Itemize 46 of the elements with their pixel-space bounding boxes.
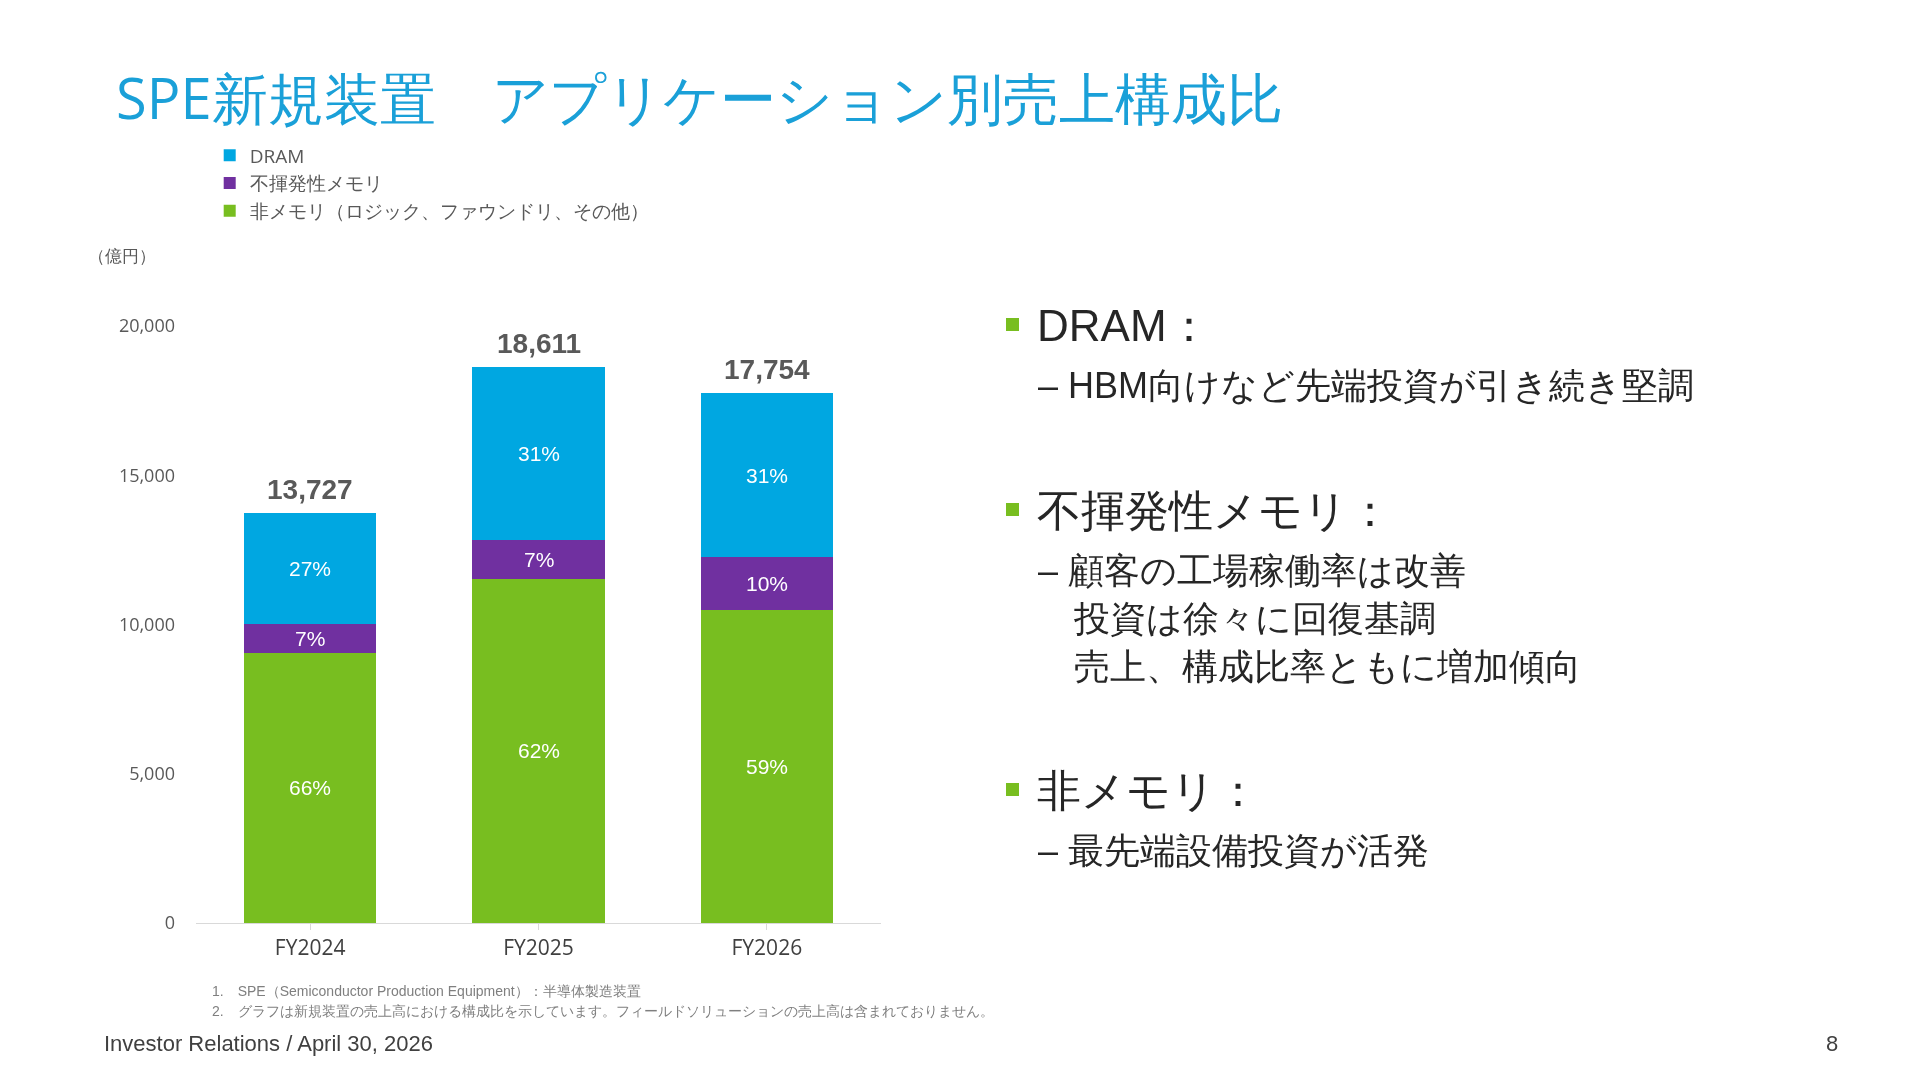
- annotation: 10%: [746, 572, 789, 595]
- text: 投資は徐々に回復基調: [1074, 597, 1436, 641]
- chart-title: SPE新規装置 アプリケーション別売上構成比: [116, 59, 1283, 136]
- bar: [472, 539, 605, 579]
- annotation: 27%: [289, 557, 332, 580]
- total-label: 17,754: [724, 354, 811, 385]
- annotation: 31%: [518, 442, 561, 465]
- text: – 最先端設備投資が活発: [1038, 829, 1430, 873]
- text: 1. SPE（Semiconductor Production Equipment）：半導体製造装置: [212, 983, 641, 999]
- annotation: 59%: [746, 755, 789, 778]
- y-tick-label: 20,000: [118, 313, 175, 338]
- text: – HBM向けなど先端投資が引き続き堅調: [1038, 364, 1695, 408]
- text: 8: [1826, 1030, 1839, 1058]
- total-label: 18,611: [497, 328, 582, 359]
- y-tick-label: 10,000: [118, 611, 175, 636]
- annotation: 7%: [295, 627, 326, 650]
- y-axis-title: （億円）: [88, 244, 156, 267]
- bar: [700, 610, 834, 923]
- text: 2. グラフは新規装置の売上高における構成比を示しています。フィールドソリューションの売上高は含まれておりません。: [212, 1003, 994, 1019]
- legend-label: 非メモリ（ロジック、ファウンドリ、その他）: [249, 198, 649, 225]
- y-tick-label: 15,000: [118, 462, 175, 487]
- text: – 顧客の工場稼働率は改善: [1038, 549, 1467, 593]
- bar: [243, 513, 377, 624]
- annotation: 31%: [746, 464, 789, 487]
- bar: [472, 367, 605, 540]
- bar: [243, 623, 377, 653]
- legend-label: 不揮発性メモリ: [249, 170, 383, 197]
- text: Investor Relations / April 30, 2026: [104, 1030, 433, 1058]
- legend-label: DRAM: [249, 142, 305, 169]
- y-tick-label: 0: [164, 910, 175, 935]
- annotation: 66%: [289, 776, 332, 799]
- total-label: 13,727: [267, 474, 353, 505]
- bar: [700, 557, 834, 611]
- y-tick-label: 5,000: [129, 761, 175, 786]
- text: 売上、構成比率ともに増加傾向: [1074, 645, 1581, 689]
- text: 不揮発性メモリ：: [1037, 485, 1392, 537]
- x-tick-label: FY2025: [503, 933, 574, 962]
- bar: [243, 652, 377, 923]
- annotation: 7%: [524, 548, 555, 571]
- bar: [700, 393, 834, 558]
- x-tick-label: FY2026: [731, 933, 803, 962]
- text: 非メモリ：: [1037, 765, 1260, 817]
- annotation: 62%: [518, 739, 561, 762]
- bar: [472, 578, 605, 923]
- x-tick-label: FY2024: [274, 933, 346, 962]
- text: DRAM：: [1037, 300, 1211, 352]
